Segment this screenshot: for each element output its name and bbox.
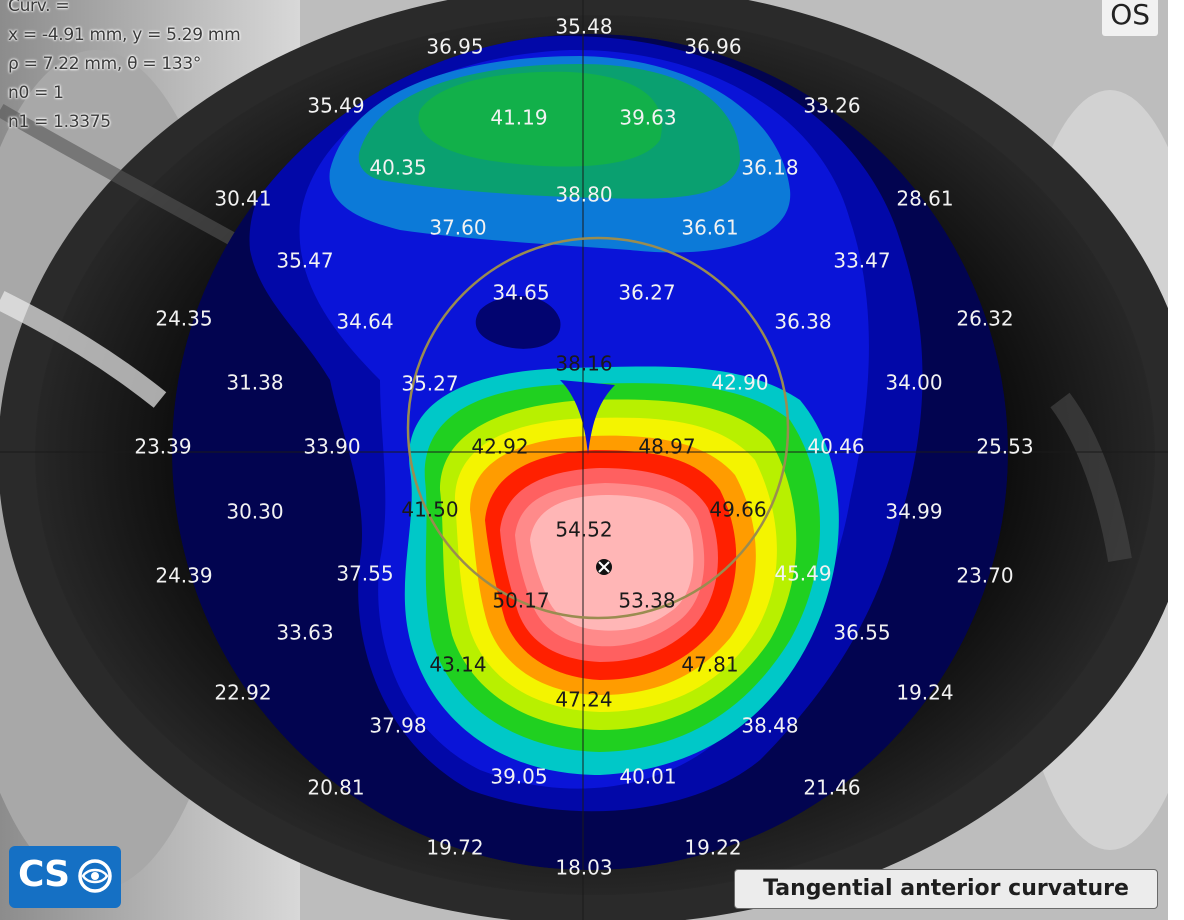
curvature-value-label: 22.92 [214,681,271,705]
curvature-value-label: 39.05 [490,765,547,789]
curvature-value-label: 43.14 [429,653,486,677]
curvature-value-label: 33.47 [833,249,890,273]
curvature-value-label: 35.27 [401,372,458,396]
curvature-value-label: 35.47 [276,249,333,273]
curvature-value-label: 21.46 [803,776,860,800]
curvature-value-label: 47.81 [681,653,738,677]
curvature-value-label: 31.38 [226,371,283,395]
rho-theta-readout: ρ = 7.22 mm, θ = 133° [8,54,202,74]
map-type-button[interactable]: Tangential anterior curvature [734,869,1158,909]
curvature-value-label: 37.60 [429,216,486,240]
zone-dark-blue-notch [560,380,615,455]
curvature-value-label: 19.24 [896,681,953,705]
curvature-value-label: 37.98 [369,714,426,738]
curvature-value-label: 50.17 [492,589,549,613]
curvature-value-label: 24.35 [155,307,212,331]
curvature-value-label: 23.70 [956,564,1013,588]
curvature-value-label: 53.38 [618,589,675,613]
curvature-value-label: 34.00 [885,371,942,395]
curvature-value-label: 39.63 [619,106,676,130]
xy-readout: x = -4.91 mm, y = 5.29 mm [8,25,241,45]
curvature-value-label: 38.48 [741,714,798,738]
curvature-value-label: 41.19 [490,106,547,130]
curvature-value-label: 26.32 [956,307,1013,331]
curvature-color-disc [172,34,1008,870]
curvature-value-label: 45.49 [774,562,831,586]
right-border [1168,0,1184,920]
curvature-value-label: 19.72 [426,836,483,860]
zone-dark-blue-pocket [475,296,561,349]
apex-marker-icon[interactable] [596,559,612,575]
curvature-value-label: 33.90 [303,435,360,459]
curvature-value-label: 36.27 [618,281,675,305]
logo-text: CS [18,854,70,895]
n1-readout: n1 = 1.3375 [8,112,111,132]
curvature-value-label: 47.24 [555,688,612,712]
curvature-value-label: 36.95 [426,35,483,59]
curvature-label-layer: 35.48 36.95 36.96 35.49 41.19 39.63 33.26 40.35… [134,15,1033,880]
curvature-value-label: 38.80 [555,183,612,207]
curvature-value-label: 34.64 [336,310,393,334]
curvature-value-label: 35.48 [555,15,612,39]
curvature-value-label: 30.30 [226,500,283,524]
curvature-value-label: 24.39 [155,564,212,588]
curvature-value-label: 30.41 [214,187,271,211]
curvature-value-label: 19.22 [684,836,741,860]
curvature-value-label: 20.81 [307,776,364,800]
curvature-value-label: 33.63 [276,621,333,645]
cso-eye-logo-icon [78,859,112,893]
eye-side-label[interactable]: OS [1102,0,1158,36]
curvature-value-label: 40.01 [619,765,676,789]
curvature-value-label: 36.61 [681,216,738,240]
curvature-value-label: 28.61 [896,187,953,211]
curvature-value-label: 48.97 [638,435,695,459]
curvature-value-label: 25.53 [976,435,1033,459]
curvature-value-label: 38.16 [555,352,612,376]
curvature-value-label: 34.99 [885,500,942,524]
curvature-value-label: 36.55 [833,621,890,645]
curvature-value-label: 42.92 [471,435,528,459]
curvature-value-label: 40.46 [807,435,864,459]
curvature-value-label: 36.18 [741,156,798,180]
curvature-readout: Curv. = [8,0,70,16]
curvature-value-label: 49.66 [709,498,766,522]
curvature-value-label: 34.65 [492,281,549,305]
curvature-value-label: 41.50 [401,498,458,522]
curvature-value-label: 35.49 [307,94,364,118]
curvature-value-label: 33.26 [803,94,860,118]
curvature-value-label: 42.90 [711,371,768,395]
curvature-value-label: 36.38 [774,310,831,334]
pupil-circle[interactable] [406,236,790,620]
curvature-value-label: 36.96 [684,35,741,59]
zone-pink [530,495,694,631]
curvature-value-label: 18.03 [555,856,612,880]
curvature-value-label: 23.39 [134,435,191,459]
n0-readout: n0 = 1 [8,83,64,103]
cso-logo: CS [9,846,121,908]
curvature-value-label: 37.55 [336,562,393,586]
curvature-value-label: 54.52 [555,518,612,542]
zone-green-superior [418,71,662,167]
curvature-value-label: 40.35 [369,156,426,180]
